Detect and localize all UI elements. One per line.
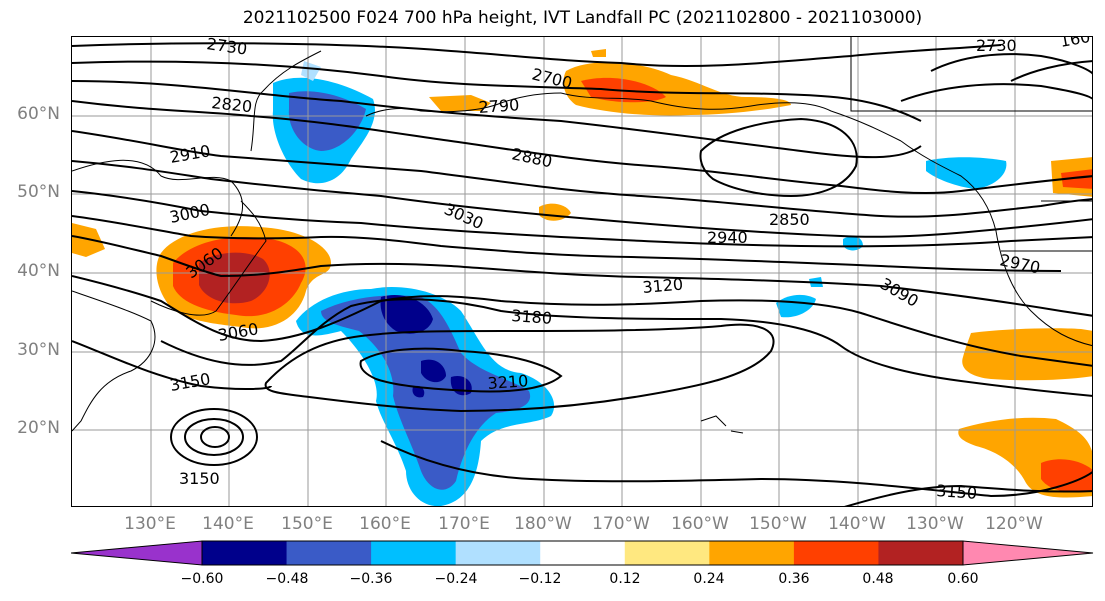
colorbar-tick: 0.48 xyxy=(862,571,894,587)
coastlines xyxy=(72,37,1092,434)
contour-label: 2850 xyxy=(769,210,810,229)
colorbar-cell xyxy=(371,541,457,565)
lon-label: 130°W xyxy=(906,514,964,534)
contour-label: 3150 xyxy=(179,469,220,488)
colorbar-max-arrow xyxy=(962,540,1094,566)
positive-anomaly-japan-max xyxy=(199,252,270,304)
contour-label: 2880 xyxy=(510,144,554,171)
colorbar-tick: −0.36 xyxy=(349,571,393,587)
contour-label: 2820 xyxy=(211,93,253,116)
contour-label: 3210 xyxy=(487,371,529,393)
colorbar-frame xyxy=(201,540,964,566)
contour-label: 3150 xyxy=(936,481,978,503)
colorbar-tick: 0.60 xyxy=(947,571,979,587)
lon-label: 160°W xyxy=(671,514,729,534)
map-title: 2021102500 F024 700 hPa height, IVT Land… xyxy=(242,8,923,28)
negative-anomaly-central-core2 xyxy=(421,359,446,383)
colorbar-cell xyxy=(624,541,710,565)
colorbar-tick: 0.24 xyxy=(693,571,725,587)
colorbar-cell xyxy=(202,541,288,565)
negative-anomaly-small-2 xyxy=(843,236,863,251)
colorbar-cell xyxy=(793,541,879,565)
height-contours xyxy=(72,42,1092,506)
lon-label: 170°E xyxy=(438,514,490,534)
lat-label: 40°N xyxy=(17,261,60,281)
negative-anomaly-north-tip xyxy=(301,61,321,81)
contour-label: 3120 xyxy=(642,275,684,297)
lon-label: 140°E xyxy=(202,514,254,534)
negative-anomaly-central-core4 xyxy=(412,385,425,398)
lat-label: 20°N xyxy=(17,418,60,438)
contour-label: 3030 xyxy=(441,199,486,233)
lat-label: 50°N xyxy=(17,182,60,202)
lon-label: 150°E xyxy=(281,514,333,534)
lat-label: 60°N xyxy=(17,104,60,124)
colorbar-min-arrow xyxy=(71,540,203,566)
colorbar-cell xyxy=(286,541,372,565)
lon-label: 130°E xyxy=(124,514,176,534)
colorbar-tick: 0.12 xyxy=(609,571,641,587)
contour-label: 3150 xyxy=(168,369,211,395)
positive-anomaly-small-n xyxy=(591,49,606,57)
negative-anomaly-central-core xyxy=(380,295,433,334)
colorbar-tick: −0.12 xyxy=(518,571,562,587)
colorbar-tick: −0.60 xyxy=(180,571,224,587)
lon-label: 180°W xyxy=(514,514,572,534)
lon-label: 120°W xyxy=(985,514,1043,534)
contour-label: 2730 xyxy=(976,37,1017,55)
positive-anomaly-mexico-core xyxy=(1041,459,1092,493)
negative-anomaly-small-1 xyxy=(776,294,816,318)
negative-anomaly-bc xyxy=(926,157,1007,189)
positive-anomaly-alaska xyxy=(563,62,791,116)
contour-label: 2790 xyxy=(478,95,520,117)
colorbar-tick: −0.48 xyxy=(265,571,309,587)
colorbar-cell xyxy=(455,541,541,565)
contour-label: 3000 xyxy=(168,200,212,227)
graticule xyxy=(72,37,1092,506)
ivt-shading xyxy=(72,49,1092,506)
colorbar-tick: −0.24 xyxy=(434,571,478,587)
contour-label: 2700 xyxy=(530,64,574,92)
contour-label: 3180 xyxy=(511,306,553,328)
colorbar xyxy=(71,540,1094,566)
map-canvas: 2730 2820 2910 3000 3060 3060 3150 3150 … xyxy=(72,37,1092,506)
negative-anomaly-central-mid xyxy=(321,295,531,490)
colorbar-cell xyxy=(878,541,964,565)
colorbar-cell xyxy=(709,541,795,565)
contour-label: 2940 xyxy=(707,228,748,247)
lon-label: 150°W xyxy=(749,514,807,534)
contour-label: 3090 xyxy=(877,274,922,311)
lat-label: 30°N xyxy=(17,340,60,360)
lon-label: 160°E xyxy=(359,514,411,534)
contour-label: 2730 xyxy=(205,37,248,59)
contour-label: 160 xyxy=(1058,37,1091,51)
positive-anomaly-bc-core xyxy=(1061,169,1092,189)
lon-label: 170°W xyxy=(592,514,650,534)
positive-anomaly-california xyxy=(962,328,1092,381)
colorbar-cell xyxy=(540,541,626,565)
contour-label: 2910 xyxy=(168,141,211,167)
positive-anomaly-bering xyxy=(429,95,491,111)
map-panel: 2730 2820 2910 3000 3060 3060 3150 3150 … xyxy=(71,36,1093,507)
colorbar-tick: 0.36 xyxy=(778,571,810,587)
lon-label: 140°W xyxy=(828,514,886,534)
